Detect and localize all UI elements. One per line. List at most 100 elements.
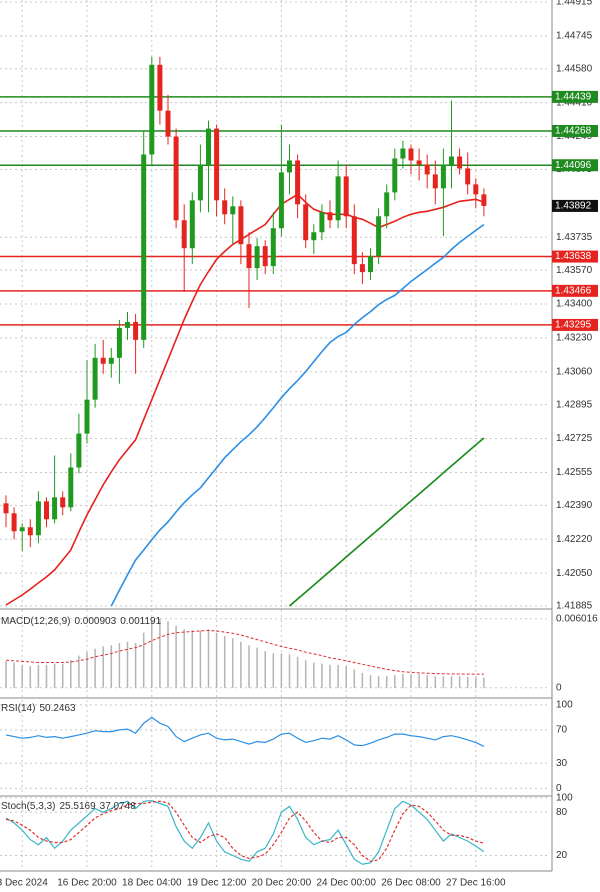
- level-label: 1.44439: [555, 92, 592, 103]
- y-tick-label: 0: [556, 783, 562, 794]
- macd-bar: [329, 664, 331, 688]
- macd-bar: [118, 643, 121, 688]
- indicator-value: 0.000903: [74, 616, 116, 627]
- macd-bar: [353, 669, 356, 688]
- y-tick-label: 1.44580: [556, 63, 593, 74]
- macd-bar: [53, 663, 56, 688]
- level-label-box: [552, 284, 598, 297]
- candle-body: [295, 160, 301, 205]
- indicator-value: 25.5169: [59, 801, 96, 812]
- candle-body: [222, 200, 228, 215]
- macd-bar: [466, 676, 469, 688]
- x-tick-label: 18 Dec 04:00: [122, 878, 182, 889]
- level-label: 1.44268: [555, 126, 592, 137]
- macd-bar: [215, 632, 218, 688]
- y-tick-label: 1.43230: [556, 333, 593, 344]
- candle-body: [351, 216, 357, 265]
- candle-body: [432, 174, 438, 189]
- macd-bar: [199, 630, 202, 688]
- indicator-line: [110, 223, 485, 607]
- indicator-value: 37.0748: [100, 801, 137, 812]
- indicator-header: MACD(12,26,9) 0.000903 0.001191: [1, 616, 162, 627]
- macd-bar: [361, 672, 364, 688]
- macd-bar: [458, 676, 461, 688]
- candle-body: [262, 246, 268, 267]
- macd-bar: [483, 677, 485, 688]
- candle-body: [327, 212, 333, 221]
- macd-bar: [183, 629, 185, 688]
- candle-body: [359, 264, 365, 273]
- candle-body: [44, 501, 49, 520]
- candle-body: [52, 497, 58, 520]
- macd-bar: [191, 630, 194, 688]
- candle-body: [319, 212, 325, 233]
- y-tick-label: 1.42390: [556, 500, 593, 511]
- level-label-box: [552, 318, 598, 331]
- indicator-line: [5, 629, 484, 675]
- candle-body: [449, 156, 454, 165]
- y-tick-label: 100: [556, 792, 573, 803]
- candle-body: [343, 176, 349, 217]
- y-tick-label: 1.41885: [556, 601, 593, 612]
- candle-body: [311, 232, 317, 241]
- candle-body: [465, 168, 471, 185]
- macd-bar: [232, 638, 234, 688]
- y-tick-label: 70: [556, 725, 568, 736]
- y-tick-label: 1.42725: [556, 433, 593, 444]
- macd-bar: [434, 676, 437, 688]
- x-tick-label: 27 Dec 16:00: [446, 878, 506, 889]
- y-tick-label: 1.42220: [556, 534, 593, 545]
- macd-bar: [21, 664, 23, 688]
- macd-bar: [240, 641, 242, 688]
- macd-bar: [264, 651, 266, 688]
- candle-body: [125, 321, 130, 328]
- candle-body: [270, 228, 276, 267]
- indicator-header: Stoch(5,3,3) 25.5169 37.0748: [1, 801, 136, 812]
- y-tick-label: 80: [556, 807, 568, 818]
- candle-body: [246, 244, 252, 269]
- macd-bar: [394, 675, 396, 688]
- candle-body: [473, 184, 479, 195]
- candle-body: [157, 64, 163, 111]
- candle-body: [197, 164, 203, 201]
- y-tick-label: 1.42555: [556, 467, 593, 478]
- macd-bar: [207, 629, 210, 688]
- macd-bar: [385, 676, 388, 688]
- indicator-line: [5, 799, 485, 865]
- candle-body: [189, 200, 195, 249]
- candle-body: [60, 497, 66, 508]
- candle-body: [11, 513, 17, 532]
- candle-body: [392, 158, 398, 193]
- candle-body: [116, 327, 122, 358]
- candle-body: [165, 110, 171, 137]
- macd-bar: [377, 676, 380, 688]
- level-label: 1.43295: [555, 320, 592, 331]
- y-tick-label: 1.44915: [556, 0, 593, 8]
- level-label: 1.43638: [555, 251, 592, 262]
- candle-body: [100, 357, 106, 364]
- macd-bar: [78, 655, 80, 688]
- y-tick-label: 1.44745: [556, 31, 593, 42]
- macd-bar: [70, 660, 72, 688]
- macd-bar: [175, 625, 177, 688]
- macd-bar: [450, 676, 453, 688]
- indicator-line: [5, 800, 485, 862]
- macd-bar: [345, 665, 347, 688]
- x-tick-label: 20 Dec 20:00: [252, 878, 312, 889]
- indicator-line: [288, 437, 485, 607]
- candle-body: [416, 160, 422, 165]
- candle-body: [457, 156, 463, 169]
- macd-bar: [426, 675, 428, 688]
- y-tick-label: 1.43400: [556, 299, 593, 310]
- macd-bar: [167, 621, 169, 688]
- macd-bar: [86, 652, 88, 688]
- macd-bar: [402, 674, 404, 688]
- indicator-value: 50.2463: [39, 703, 76, 714]
- candle-body: [424, 164, 430, 175]
- x-tick-label: 19 Dec 12:00: [187, 878, 247, 889]
- candle-body: [287, 160, 292, 173]
- level-label: 1.43466: [555, 285, 592, 296]
